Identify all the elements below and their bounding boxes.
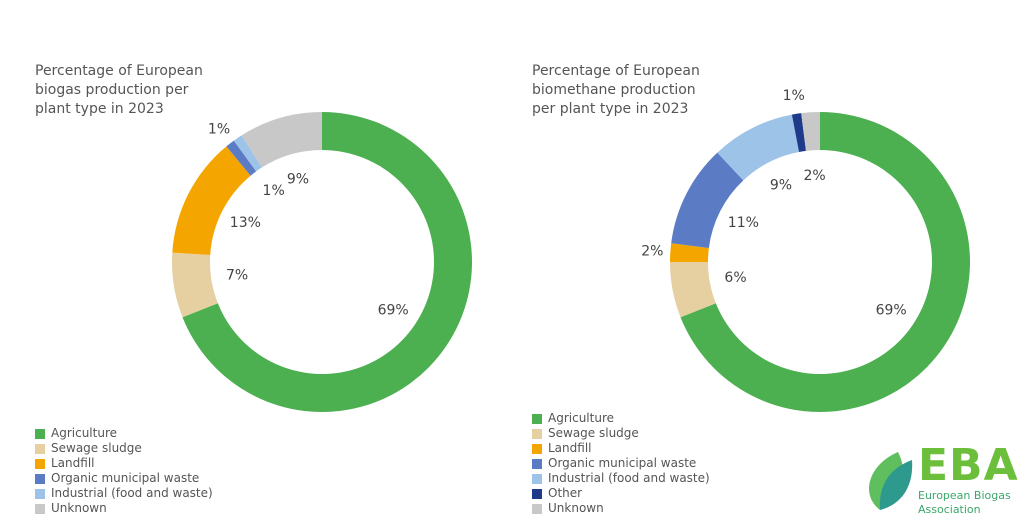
value-label: 1%	[783, 88, 805, 104]
value-label: 69%	[876, 302, 907, 318]
value-label: 13%	[230, 215, 261, 231]
donut-segment	[233, 135, 262, 172]
value-label: 69%	[378, 302, 409, 318]
donut-segment	[791, 113, 806, 152]
legend-label: Unknown	[548, 501, 604, 515]
value-label: 11%	[728, 215, 759, 231]
legend-item: Agriculture	[532, 411, 710, 426]
legend-label: Industrial (food and waste)	[51, 486, 213, 500]
legend-item: Industrial (food and waste)	[35, 486, 213, 501]
chart-title: Percentage of European biogas production…	[35, 63, 203, 117]
legend-swatch	[532, 443, 542, 454]
donut-segment	[801, 112, 820, 151]
donut-segment	[171, 252, 218, 318]
legend-swatch	[532, 503, 542, 514]
legend-item: Landfill	[35, 456, 213, 471]
logo-leaf	[879, 460, 913, 510]
legend-item: Sewage sludge	[35, 441, 213, 456]
legend-item: Unknown	[35, 501, 213, 516]
donut-segment	[671, 152, 744, 248]
legend-item: Agriculture	[35, 426, 213, 441]
value-label: 2%	[641, 243, 663, 259]
value-label: 7%	[226, 267, 248, 283]
logo-subtitle: European Biogas Association	[918, 489, 1011, 516]
donut-segment	[241, 112, 322, 168]
legend-item: Organic municipal waste	[35, 471, 213, 486]
legend-item: Sewage sludge	[532, 426, 710, 441]
legend-item: Organic municipal waste	[532, 456, 710, 471]
legend-label: Sewage sludge	[51, 441, 142, 455]
donut-segment	[172, 146, 251, 255]
legend-swatch	[35, 443, 45, 454]
legend-item: Landfill	[532, 441, 710, 456]
legend-label: Agriculture	[51, 426, 117, 440]
legend-label: Other	[548, 486, 583, 500]
legend-label: Agriculture	[548, 411, 614, 425]
legend-label: Unknown	[51, 501, 107, 515]
value-label: 1%	[208, 121, 230, 137]
donut-segment	[717, 114, 800, 181]
value-label: 9%	[770, 177, 792, 193]
legend-item: Other	[532, 486, 710, 501]
legend-swatch	[532, 488, 542, 499]
chart-title: Percentage of European biomethane produc…	[532, 63, 700, 117]
donut-segment	[670, 262, 716, 318]
legend-label: Industrial (food and waste)	[548, 471, 710, 485]
legend-label: Organic municipal waste	[51, 471, 200, 485]
legend-swatch	[35, 428, 45, 439]
legend-swatch	[35, 503, 45, 514]
legend: Agriculture Sewage sludge Landfill Organic …	[532, 411, 710, 516]
legend-swatch	[532, 473, 542, 484]
donut-segment	[670, 243, 709, 262]
legend-label: Sewage sludge	[548, 426, 639, 440]
donut-segment	[226, 140, 257, 176]
legend-item: Unknown	[532, 501, 710, 516]
legend-swatch	[35, 473, 45, 484]
value-label: 9%	[287, 171, 309, 187]
value-label: 6%	[724, 270, 746, 286]
legend-item: Industrial (food and waste)	[532, 471, 710, 486]
legend-swatch	[35, 488, 45, 499]
logo-title: EBA	[918, 440, 1019, 491]
legend-swatch	[35, 458, 45, 469]
value-label: 2%	[803, 168, 825, 184]
legend: Agriculture Sewage sludge Landfill Organic …	[35, 426, 213, 516]
legend-label: Landfill	[548, 441, 592, 455]
legend-label: Organic municipal waste	[548, 456, 697, 470]
legend-swatch	[532, 428, 542, 439]
legend-label: Landfill	[51, 456, 95, 470]
value-label: 1%	[263, 183, 285, 199]
legend-swatch	[532, 458, 542, 469]
legend-swatch	[532, 413, 542, 424]
